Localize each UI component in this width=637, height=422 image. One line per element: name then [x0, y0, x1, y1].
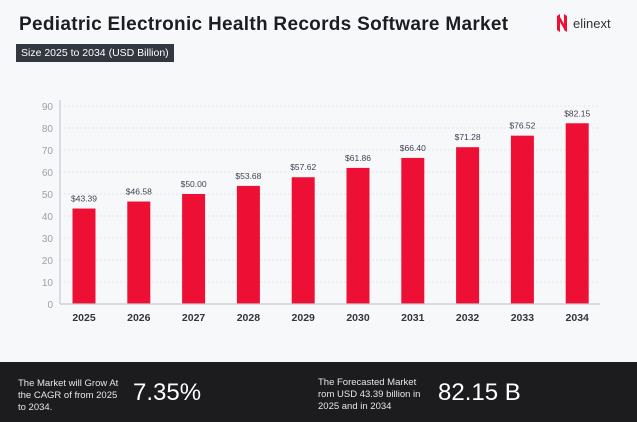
y-tick-label: 40: [42, 212, 54, 223]
cagr-value: 7.35%: [133, 379, 202, 406]
bar: [456, 147, 480, 304]
data-label: $82.15: [564, 108, 590, 118]
bar: [510, 135, 534, 304]
y-tick-label: 60: [42, 168, 54, 179]
data-label: $53.68: [235, 171, 261, 181]
summary-footer: The Market will Grow At the CAGR of from…: [0, 362, 637, 422]
y-tick-label: 80: [42, 124, 54, 135]
y-tick-label: 10: [42, 278, 54, 289]
x-tick-label: 2025: [72, 312, 96, 324]
y-tick-label: 50: [42, 190, 54, 201]
elinext-logo: elinext: [556, 13, 611, 33]
forecast-description: The Forecasted Market rom USD 43.39 bill…: [318, 377, 421, 412]
x-tick-label: 2033: [511, 312, 535, 324]
bar: [236, 185, 260, 304]
bar: [401, 157, 425, 304]
bar-chart: $43.39 $46.58 $50.00 $53.68 $57.62 $61.86 $66.…: [42, 100, 600, 324]
y-tick-label: 70: [42, 146, 54, 157]
x-tick-label: 2030: [346, 312, 370, 324]
x-tick-label: 2028: [237, 312, 261, 324]
bar: [127, 201, 151, 304]
data-label: $46.58: [126, 187, 152, 197]
cagr-description: The Market will Grow At the CAGR of from…: [18, 378, 119, 413]
data-label: $50.00: [181, 179, 207, 189]
x-tick-label: 2034: [566, 312, 590, 324]
bar: [565, 123, 589, 304]
data-label: $57.62: [290, 162, 316, 172]
bar: [182, 194, 206, 304]
chart-subtitle: Size 2025 to 2034 (USD Billion): [16, 44, 174, 62]
y-tick-label: 20: [42, 256, 54, 267]
data-label: $71.28: [455, 132, 481, 142]
y-tick-label: 90: [42, 102, 54, 113]
data-label: $61.86: [345, 153, 371, 163]
x-tick-label: 2031: [401, 312, 425, 324]
bar: [346, 167, 370, 304]
y-tick-label: 30: [42, 234, 54, 245]
logo-text: elinext: [573, 15, 611, 31]
y-tick-label: 0: [47, 300, 53, 311]
forecast-value: 82.15 B: [438, 379, 521, 406]
data-label: $43.39: [71, 194, 97, 204]
x-tick-label: 2032: [456, 312, 480, 324]
data-label: $66.40: [400, 143, 426, 153]
elinext-logo-icon: [557, 14, 567, 32]
bar: [72, 208, 96, 304]
x-tick-label: 2029: [292, 312, 316, 324]
x-tick-label: 2027: [182, 312, 206, 324]
x-tick-label: 2026: [127, 312, 151, 324]
page-title: Pediatric Electronic Health Records Soft…: [19, 14, 509, 35]
bar: [291, 177, 315, 304]
data-label: $76.52: [509, 121, 535, 131]
